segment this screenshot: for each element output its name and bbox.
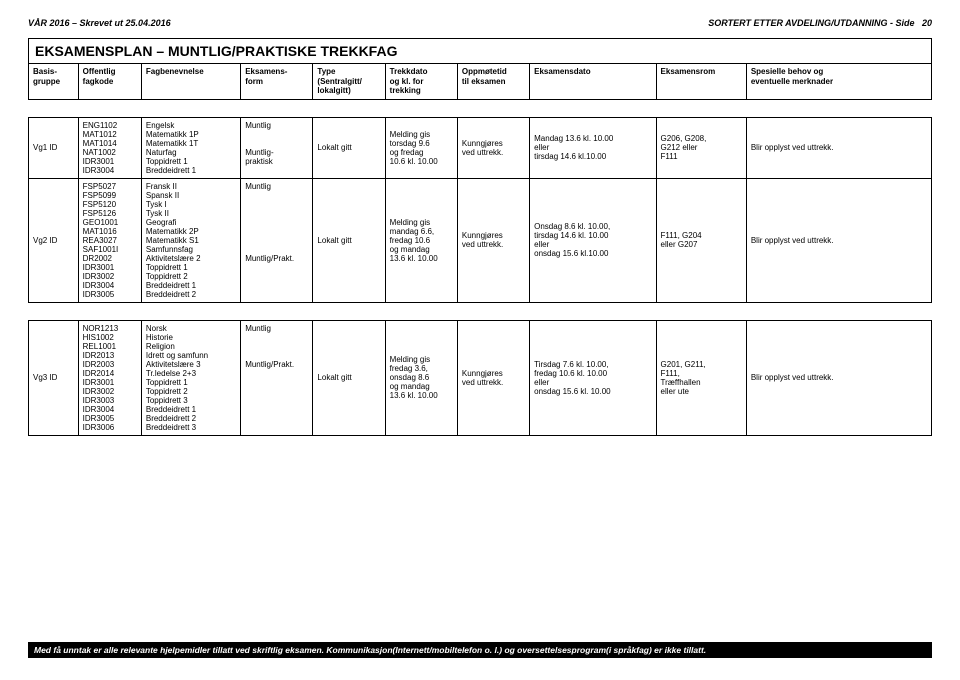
vg3-type: Lokalt gitt <box>313 320 385 435</box>
row-vg3: Vg3 ID NOR1213HIS1002REL1001IDR2013IDR20… <box>29 320 932 435</box>
table-title: EKSAMENSPLAN – MUNTLIG/PRAKTISKE TREKKFA… <box>29 39 932 64</box>
col-fagkode: Offentligfagkode <box>78 64 141 100</box>
col-trekkdato: Trekkdatoog kl. fortrekking <box>385 64 457 100</box>
vg2-oppm: Kunngjøresved uttrekk. <box>457 178 529 302</box>
vg1-merk: Blir opplyst ved uttrekk. <box>746 117 931 178</box>
col-basisgruppe: Basis-gruppe <box>29 64 79 100</box>
vg3-oppm: Kunngjøresved uttrekk. <box>457 320 529 435</box>
vg3-koder: NOR1213HIS1002REL1001IDR2013IDR2003IDR20… <box>78 320 141 435</box>
vg2-form: MuntligMuntlig/Prakt. <box>241 178 313 302</box>
vg3-gruppe: Vg3 ID <box>29 320 79 435</box>
exam-plan-table: EKSAMENSPLAN – MUNTLIG/PRAKTISKE TREKKFA… <box>28 38 932 436</box>
header-right-text: SORTERT ETTER AVDELING/UTDANNING - Side <box>708 18 914 28</box>
vg3-form: MuntligMuntlig/Prakt. <box>241 320 313 435</box>
col-eksamensform: Eksamens-form <box>241 64 313 100</box>
page-number: 20 <box>922 18 932 28</box>
vg3-trekk: Melding gisfredag 3.6,onsdag 8.6og manda… <box>385 320 457 435</box>
row-vg2: Vg2 ID FSP5027FSP5099FSP5120FSP5126GEO10… <box>29 178 932 302</box>
col-eksamensdato: Eksamensdato <box>530 64 656 100</box>
col-fagbenevnelse: Fagbenevnelse <box>141 64 240 100</box>
page-header: VÅR 2016 – Skrevet ut 25.04.2016 SORTERT… <box>28 18 932 28</box>
footer-note: Med få unntak er alle relevante hjelpemi… <box>28 642 932 658</box>
vg2-rom: F111, G204eller G207 <box>656 178 746 302</box>
header-right: SORTERT ETTER AVDELING/UTDANNING - Side … <box>708 18 932 28</box>
vg2-type: Lokalt gitt <box>313 178 385 302</box>
vg2-koder: FSP5027FSP5099FSP5120FSP5126GEO1001MAT10… <box>78 178 141 302</box>
gap-row-1 <box>29 99 932 117</box>
vg1-gruppe: Vg1 ID <box>29 117 79 178</box>
vg3-rom: G201, G211,F111,Træffhalleneller ute <box>656 320 746 435</box>
vg2-trekk: Melding gismandag 6.6,fredag 10.6og mand… <box>385 178 457 302</box>
column-headers: Basis-gruppe Offentligfagkode Fagbenevne… <box>29 64 932 100</box>
gap-row-2 <box>29 302 932 320</box>
vg1-type: Lokalt gitt <box>313 117 385 178</box>
title-row: EKSAMENSPLAN – MUNTLIG/PRAKTISKE TREKKFA… <box>29 39 932 64</box>
col-oppmotetid: Oppmøtetidtil eksamen <box>457 64 529 100</box>
vg1-fag: EngelskMatematikk 1PMatematikk 1TNaturfa… <box>141 117 240 178</box>
vg1-dato: Mandag 13.6 kl. 10.00ellertirsdag 14.6 k… <box>530 117 656 178</box>
vg2-fag: Fransk IISpansk IITysk ITysk IIGeografiM… <box>141 178 240 302</box>
header-left: VÅR 2016 – Skrevet ut 25.04.2016 <box>28 18 171 28</box>
col-eksamensrom: Eksamensrom <box>656 64 746 100</box>
vg2-merk: Blir opplyst ved uttrekk. <box>746 178 931 302</box>
vg1-trekk: Melding gistorsdag 9.6og fredag10.6 kl. … <box>385 117 457 178</box>
vg2-dato: Onsdag 8.6 kl. 10.00,tirsdag 14.6 kl. 10… <box>530 178 656 302</box>
vg3-fag: NorskHistorieReligionIdrett og samfunnAk… <box>141 320 240 435</box>
vg3-dato: Tirsdag 7.6 kl. 10.00,fredag 10.6 kl. 10… <box>530 320 656 435</box>
vg1-oppm: Kunngjøresved uttrekk. <box>457 117 529 178</box>
vg3-merk: Blir opplyst ved uttrekk. <box>746 320 931 435</box>
vg2-gruppe: Vg2 ID <box>29 178 79 302</box>
row-vg1: Vg1 ID ENG1102MAT1012MAT1014NAT1002IDR30… <box>29 117 932 178</box>
vg1-form: MuntligMuntlig-praktisk <box>241 117 313 178</box>
vg1-rom: G206, G208,G212 ellerF111 <box>656 117 746 178</box>
col-type: Type(Sentralgitt/lokalgitt) <box>313 64 385 100</box>
col-merknader: Spesielle behov ogeventuelle merknader <box>746 64 931 100</box>
vg1-koder: ENG1102MAT1012MAT1014NAT1002IDR3001IDR30… <box>78 117 141 178</box>
